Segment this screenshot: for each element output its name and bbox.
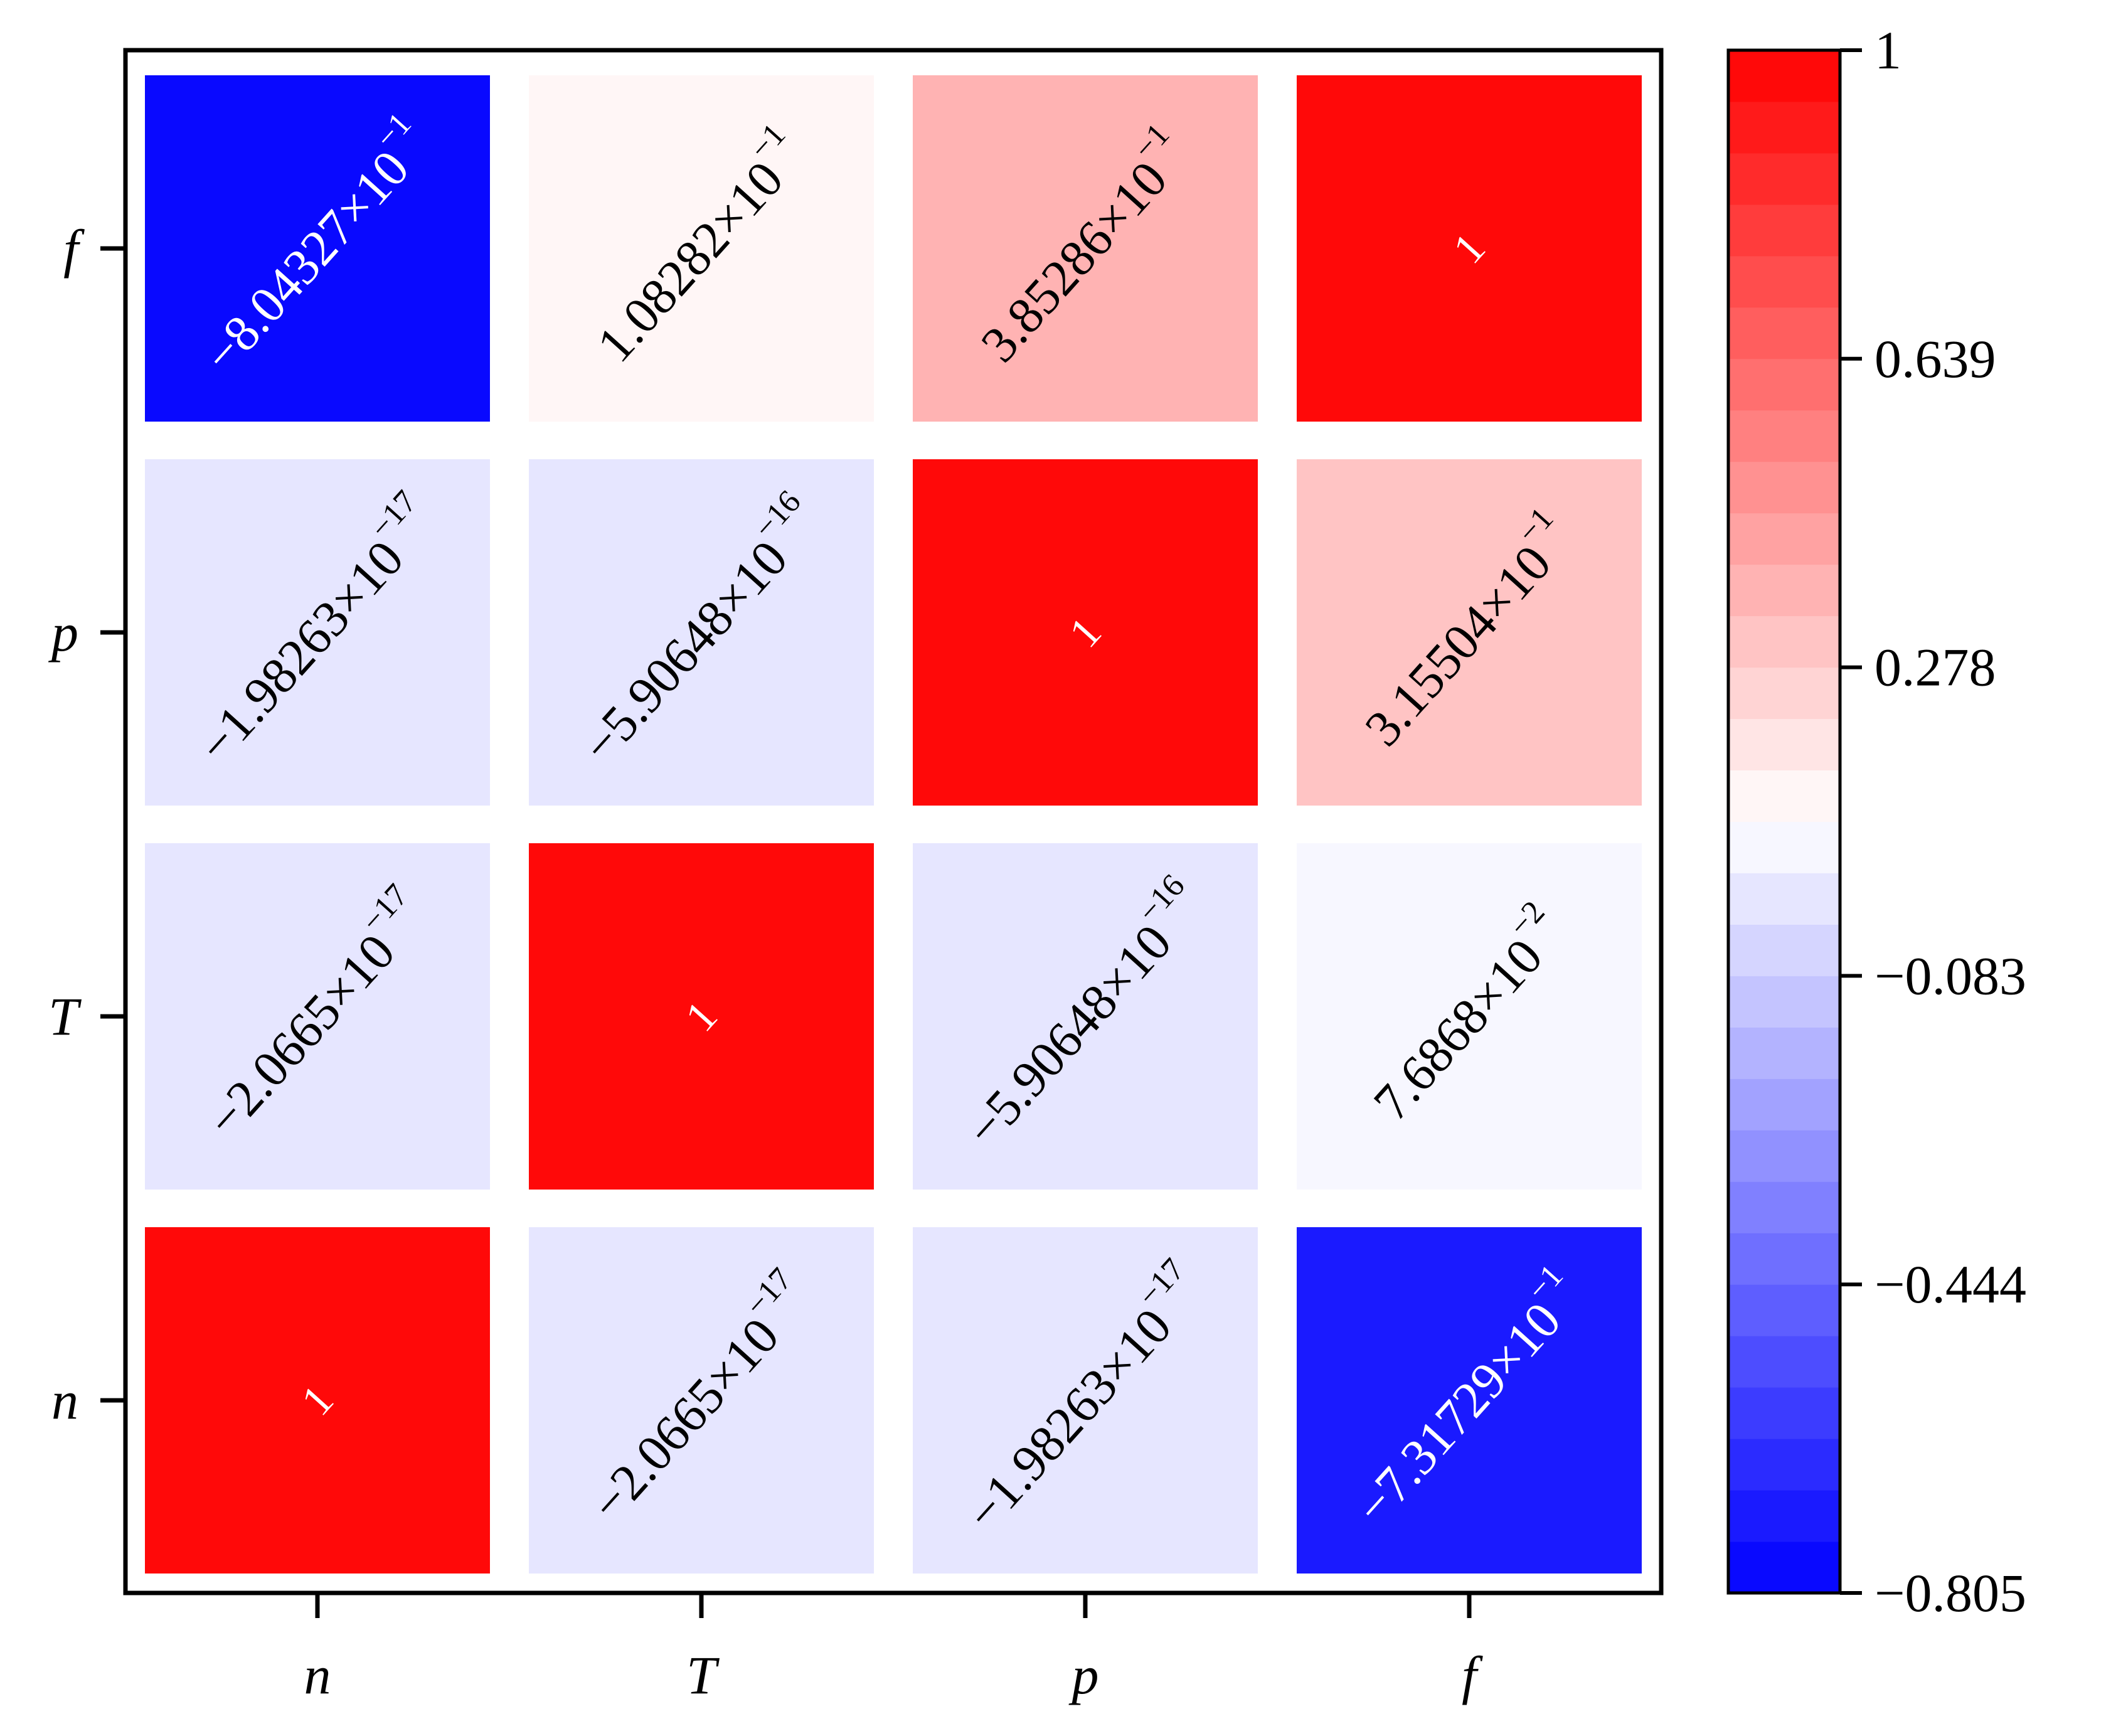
heatmap-cell: [913, 75, 1258, 422]
colorbar-level: [1728, 1489, 1840, 1542]
colorbar-level: [1728, 1232, 1840, 1285]
colorbar-level: [1728, 821, 1840, 873]
heatmap-cell: [1297, 459, 1642, 806]
y-tick-label: n: [51, 1370, 78, 1430]
colorbar-level: [1728, 461, 1840, 514]
x-tick-label: p: [1068, 1645, 1099, 1705]
x-tick-label: n: [304, 1645, 331, 1705]
colorbar-level: [1728, 872, 1840, 925]
heatmap-cell: [1297, 843, 1642, 1190]
colorbar-tick-label: −0.444: [1874, 1254, 2026, 1314]
colorbar-level: [1728, 1078, 1840, 1131]
colorbar-level: [1728, 410, 1840, 462]
heatmap-cell: [145, 843, 490, 1190]
colorbar-tick-label: −0.083: [1874, 945, 2026, 1006]
colorbar-level: [1728, 975, 1840, 1028]
colorbar-level: [1728, 1541, 1840, 1594]
colorbar-level: [1728, 1284, 1840, 1336]
colorbar-level: [1728, 204, 1840, 257]
colorbar-level: [1728, 1181, 1840, 1233]
colorbar-level: [1728, 718, 1840, 771]
colorbar-level: [1728, 307, 1840, 359]
heatmap-cells: [145, 75, 1642, 1574]
y-tick-label: p: [48, 602, 78, 663]
colorbar: −0.805 −0.444 −0.083 0.278 0.639 1: [1726, 20, 2026, 1623]
colorbar-level: [1728, 770, 1840, 822]
plot-frame: [123, 48, 1664, 1595]
colorbar-tick-label: −0.805: [1874, 1563, 2026, 1623]
heatmap-cell: [913, 843, 1258, 1190]
colorbar-tick-label: 0.278: [1874, 637, 1996, 698]
heatmap-cell: [529, 459, 874, 806]
colorbar-level: [1728, 255, 1840, 308]
colorbar-level: [1728, 358, 1840, 411]
heatmap-cell: [145, 1227, 490, 1574]
colorbar-level: [1728, 513, 1840, 565]
heatmap-cell: [529, 843, 874, 1190]
colorbar-level: [1728, 924, 1840, 976]
colorbar-level: [1728, 1438, 1840, 1491]
heatmap-cell: [145, 459, 490, 806]
colorbar-level: [1728, 615, 1840, 668]
y-tick-label: T: [48, 986, 82, 1046]
colorbar-level: [1728, 1129, 1840, 1182]
colorbar-level: [1728, 101, 1840, 154]
heatmap-cell: [529, 75, 874, 422]
colorbar-level: [1728, 564, 1840, 617]
colorbar-frame: [1726, 48, 1842, 1595]
colorbar-level: [1728, 152, 1840, 205]
colorbar-level: [1728, 1026, 1840, 1079]
colorbar-tick-label: 1: [1874, 20, 1901, 80]
heatmap-cell: [145, 75, 490, 422]
heatmap-cell: [913, 1227, 1258, 1574]
heatmap-cell: [1297, 1227, 1642, 1574]
heatmap-cell: [1297, 75, 1642, 422]
x-tick-label: T: [686, 1645, 720, 1705]
heatmap-cell: [913, 459, 1258, 806]
colorbar-level: [1728, 50, 1840, 102]
colorbar-level: [1728, 1387, 1840, 1439]
colorbar-tick-label: 0.639: [1874, 329, 1996, 389]
colorbar-level: [1728, 1335, 1840, 1388]
colorbar-level: [1728, 667, 1840, 720]
heatmap-cell: [529, 1227, 874, 1574]
